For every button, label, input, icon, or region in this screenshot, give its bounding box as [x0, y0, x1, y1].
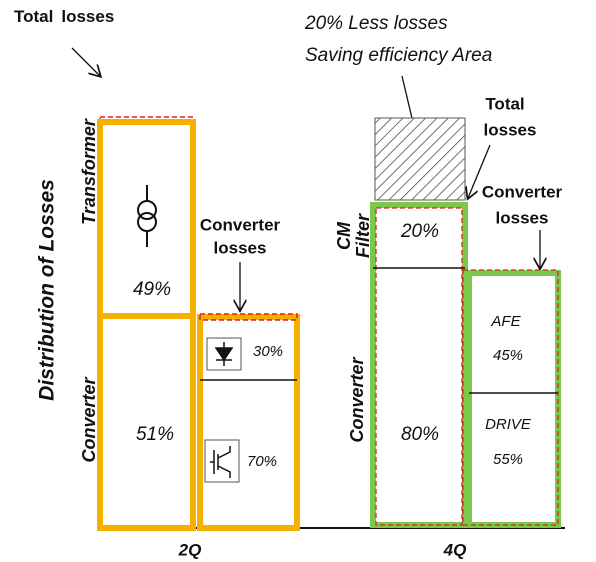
converter-label: Converter: [347, 356, 367, 442]
group-label: 4Q: [443, 540, 467, 559]
total-losses-4q: losses: [484, 120, 537, 139]
saving-area: [374, 117, 466, 201]
total-losses-2q: Total losses: [14, 7, 114, 26]
axis-label: Distribution of Losses: [36, 179, 59, 401]
converter-losses-note: losses: [214, 238, 267, 257]
share: 55%: [493, 451, 523, 468]
box: [97, 119, 196, 531]
total-losses-4q: Total: [485, 94, 524, 113]
share: 70%: [247, 453, 277, 470]
arrow: [468, 144, 491, 198]
diode-icon: [214, 342, 234, 366]
transformer-label: Transformer: [79, 118, 99, 225]
part-label: AFE: [490, 313, 521, 330]
igbt-icon: [204, 439, 240, 483]
share: 49%: [133, 279, 171, 300]
arrow: [71, 47, 100, 76]
box: [466, 270, 561, 528]
share: 51%: [136, 424, 174, 445]
converter-losses-note: losses: [496, 208, 549, 227]
dashed-outline: [462, 269, 559, 526]
converter-losses-note: Converter: [482, 182, 563, 201]
share: 45%: [493, 347, 523, 364]
converter-label: Converter: [79, 376, 99, 462]
share: 20%: [400, 221, 439, 242]
dashed-outline: [199, 313, 298, 321]
group-label: 2Q: [178, 540, 202, 559]
dashed-outline: [375, 207, 463, 526]
share: 30%: [253, 343, 283, 360]
converter-losses-note: Converter: [200, 215, 281, 234]
part-label: DRIVE: [485, 416, 532, 433]
igbt-icon: [210, 446, 231, 478]
share: 80%: [401, 424, 439, 445]
saving-note: Saving efficiency Area: [305, 45, 492, 66]
cm-filter-label: CM: [334, 221, 354, 250]
saving-note: 20% Less losses: [304, 13, 448, 34]
cm-filter-label: Filter: [353, 213, 373, 258]
box: [370, 202, 468, 528]
